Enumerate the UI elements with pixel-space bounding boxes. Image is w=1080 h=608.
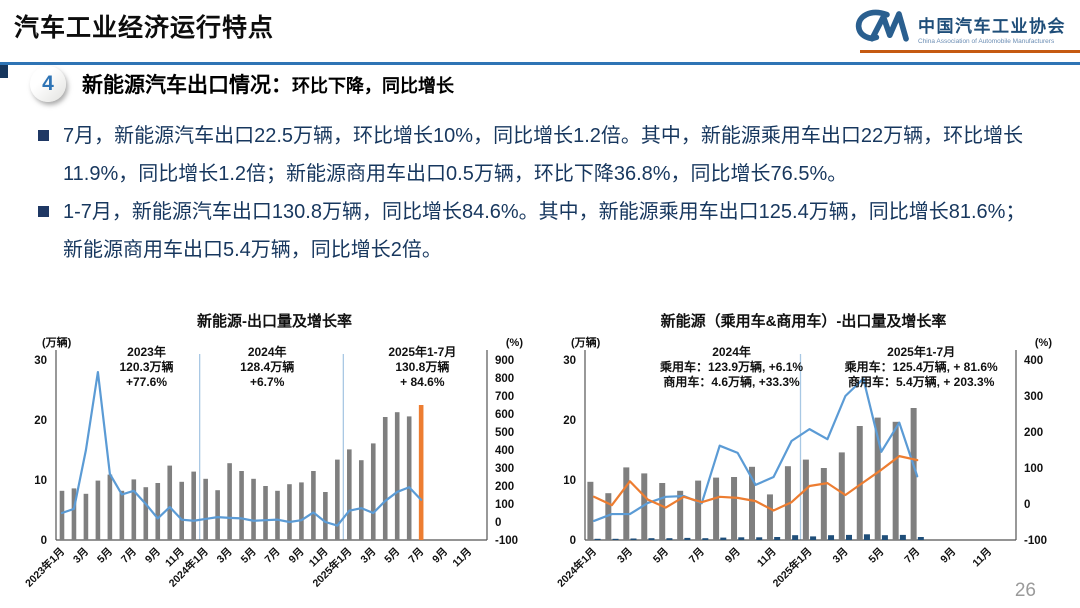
svg-text:乘用车：125.4万辆, + 81.6%: 乘用车：125.4万辆, + 81.6% [844, 359, 998, 374]
bullet-square-marker [38, 206, 49, 217]
svg-text:10: 10 [563, 475, 576, 487]
logo-orange-underline [860, 50, 1080, 53]
caam-logo-text: 中国汽车工业协会 China Association of Automobile… [918, 12, 1066, 45]
svg-text:300: 300 [495, 463, 514, 475]
bullet-item: 1-7月，新能源汽车出口130.8万辆，同比增长84.6%。其中，新能源乘用车出… [38, 193, 1042, 269]
svg-text:9月: 9月 [287, 546, 307, 566]
svg-text:2025年1-7月: 2025年1-7月 [388, 344, 456, 359]
svg-text:(%): (%) [1035, 337, 1052, 349]
svg-text:+6.7%: +6.7% [250, 375, 285, 389]
page-title: 汽车工业经济运行特点 [14, 14, 275, 42]
svg-text:10: 10 [34, 475, 47, 487]
svg-text:7月: 7月 [687, 546, 707, 566]
svg-text:2023年: 2023年 [127, 344, 166, 359]
svg-text:100: 100 [495, 499, 514, 511]
bullet-square-marker [38, 130, 49, 141]
bullet-text: 1-7月，新能源汽车出口130.8万辆，同比增长84.6%。其中，新能源乘用车出… [63, 201, 1026, 261]
svg-text:2025年1月: 2025年1月 [770, 545, 815, 590]
section-heading-row: 4 新能源汽车出口情况：环比下降，同比增长 [30, 66, 454, 102]
svg-text:30: 30 [563, 355, 576, 367]
svg-text:(%): (%) [506, 337, 523, 349]
svg-text:5月: 5月 [95, 546, 115, 566]
svg-text:9月: 9月 [430, 546, 450, 566]
svg-text:9月: 9月 [723, 546, 743, 566]
svg-text:3月: 3月 [358, 546, 378, 566]
svg-text:(万辆): (万辆) [42, 335, 72, 349]
svg-text:-100: -100 [495, 535, 518, 547]
svg-text:20: 20 [34, 415, 47, 427]
svg-text:7月: 7月 [406, 546, 426, 566]
svg-text:3月: 3月 [615, 546, 635, 566]
svg-text:400: 400 [495, 445, 514, 457]
svg-text:11月: 11月 [450, 546, 474, 570]
svg-text:2024年: 2024年 [248, 344, 287, 359]
svg-text:30: 30 [34, 355, 47, 367]
svg-text:900: 900 [495, 355, 514, 367]
svg-text:9月: 9月 [143, 546, 163, 566]
nev-total-export-chart: 新能源-出口量及增长率 (万辆) (%) 0 10 20 30 900 800 700 600 500… [22, 308, 527, 603]
svg-text:200: 200 [1024, 427, 1043, 439]
svg-text:3月: 3月 [71, 546, 91, 566]
svg-text:400: 400 [1024, 355, 1043, 367]
svg-text:300: 300 [1024, 391, 1043, 403]
svg-text:2024年1月: 2024年1月 [554, 545, 599, 590]
caam-logo-name-cn: 中国汽车工业协会 [918, 17, 1066, 36]
svg-text:500: 500 [495, 427, 514, 439]
svg-text:5月: 5月 [382, 546, 402, 566]
nev-total-export-chart-svg: 新能源-出口量及增长率 (万辆) (%) 0 10 20 30 900 800 700 600 500… [22, 312, 523, 590]
svg-text:3月: 3月 [215, 546, 235, 566]
svg-text:0: 0 [41, 535, 47, 547]
svg-text:800: 800 [495, 373, 514, 385]
svg-text:乘用车：123.9万辆, +6.1%: 乘用车：123.9万辆, +6.1% [659, 359, 803, 374]
section-title: 新能源汽车出口情况： [82, 74, 292, 97]
svg-text:商用车：4.6万辆, +33.3%: 商用车：4.6万辆, +33.3% [663, 374, 800, 389]
svg-text:200: 200 [495, 481, 514, 493]
svg-text:2025年1-7月: 2025年1-7月 [887, 344, 955, 359]
svg-text:130.8万辆: 130.8万辆 [395, 359, 449, 374]
svg-text:100: 100 [1024, 463, 1043, 475]
svg-text:新能源（乘用车&商用车）-出口量及增长率: 新能源（乘用车&商用车）-出口量及增长率 [661, 312, 947, 330]
bullet-list: 7月，新能源汽车出口22.5万辆，环比增长10%，同比增长1.2倍。其中，新能源… [38, 117, 1042, 269]
svg-text:0: 0 [495, 517, 501, 529]
caam-logo-name-en: China Association of Automobile Manufact… [918, 38, 1055, 45]
nev-pv-cv-export-chart-svg: 新能源（乘用车&商用车）-出口量及增长率 (万辆) (%) 0 10 20 30 400 300… [554, 312, 1052, 590]
svg-text:7月: 7月 [902, 546, 922, 566]
svg-text:+77.6%: +77.6% [126, 375, 167, 389]
section-number-badge: 4 [30, 66, 66, 102]
svg-text:-100: -100 [1024, 535, 1047, 547]
svg-text:2024年: 2024年 [712, 344, 751, 359]
svg-text:600: 600 [495, 409, 514, 421]
page-number: 26 [1014, 580, 1036, 601]
section-subtitle: 环比下降，同比增长 [292, 76, 454, 96]
svg-text:(万辆): (万辆) [571, 335, 601, 349]
svg-text:0: 0 [1024, 499, 1030, 511]
svg-text:11月: 11月 [755, 546, 779, 570]
charts-row: 新能源-出口量及增长率 (万辆) (%) 0 10 20 30 900 800 700 600 500… [22, 308, 1056, 603]
svg-text:11月: 11月 [970, 546, 994, 570]
svg-text:5月: 5月 [866, 546, 886, 566]
header-divider-rule [0, 62, 1080, 65]
svg-text:新能源-出口量及增长率: 新能源-出口量及增长率 [197, 312, 352, 330]
caam-logo: 中国汽车工业协会 China Association of Automobile… [853, 7, 1066, 50]
svg-text:7月: 7月 [263, 546, 283, 566]
nev-pv-cv-export-chart: 新能源（乘用车&商用车）-出口量及增长率 (万辆) (%) 0 10 20 30 400 300… [551, 308, 1056, 603]
bullet-text: 7月，新能源汽车出口22.5万辆，环比增长10%，同比增长1.2倍。其中，新能源… [63, 125, 1024, 185]
svg-text:9月: 9月 [938, 546, 958, 566]
svg-text:120.3万辆: 120.3万辆 [119, 359, 173, 374]
svg-text:7月: 7月 [119, 546, 139, 566]
svg-text:3月: 3月 [830, 546, 850, 566]
svg-text:128.4万辆: 128.4万辆 [240, 359, 294, 374]
left-edge-accent [0, 65, 8, 78]
caam-logo-mark-icon [853, 7, 911, 50]
svg-text:+ 84.6%: + 84.6% [400, 375, 445, 389]
svg-text:2023年1月: 2023年1月 [22, 545, 67, 590]
svg-text:商用车：5.4万辆, + 203.3%: 商用车：5.4万辆, + 203.3% [848, 374, 995, 389]
svg-text:0: 0 [570, 535, 576, 547]
svg-text:20: 20 [563, 415, 576, 427]
bullet-item: 7月，新能源汽车出口22.5万辆，环比增长10%，同比增长1.2倍。其中，新能源… [38, 117, 1042, 193]
svg-text:700: 700 [495, 391, 514, 403]
svg-text:5月: 5月 [239, 546, 259, 566]
svg-text:5月: 5月 [651, 546, 671, 566]
